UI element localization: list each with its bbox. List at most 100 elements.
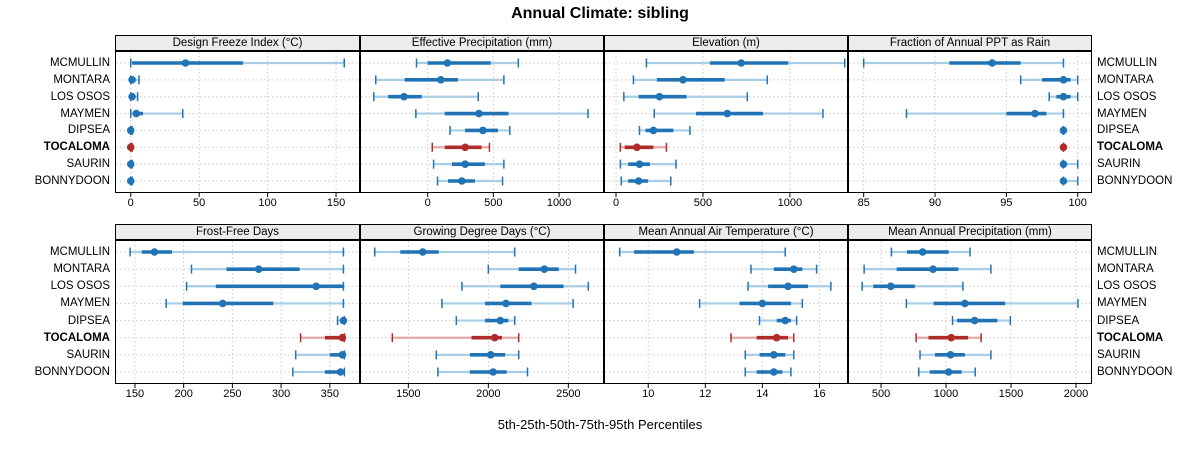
median-dot [418, 248, 427, 256]
axis-ticks [407, 384, 569, 388]
panel-strip-title: Frost-Free Days [115, 224, 360, 240]
median-dot [437, 76, 445, 84]
panel-strip-title: Growing Degree Days (°C) [360, 224, 604, 240]
x-tick-label: 95 [1000, 197, 1013, 209]
median-dot [461, 160, 469, 168]
panel-strip-title: Effective Precipitation (mm) [360, 35, 604, 51]
percentile-row-bonnydoon [126, 176, 135, 186]
panel-border [848, 51, 1092, 193]
x-tick-label: 100 [258, 197, 277, 209]
median-dot [947, 333, 956, 342]
x-tick-label: 1000 [933, 388, 959, 400]
site-label-left: LOS OSOS [50, 90, 110, 103]
percentile-row-bonnydoon [620, 176, 672, 186]
median-dot [784, 282, 792, 291]
median-dot [540, 265, 549, 273]
percentile-row-montara [190, 264, 345, 274]
percentile-row-saurin [619, 159, 677, 169]
x-tick-label: 200 [174, 388, 193, 400]
percentile-row-dipsea [951, 316, 1012, 326]
percentile-row-tocaloma [126, 142, 135, 152]
x-tick-label: 500 [693, 197, 713, 209]
median-dot [1059, 126, 1068, 135]
figure-title: Annual Climate: sibling [511, 5, 689, 22]
percentile-row-los-osos [128, 92, 139, 102]
percentile-row-saurin [294, 350, 347, 360]
median-dot [502, 299, 510, 308]
percentile-row-dipsea [336, 316, 348, 326]
site-label-left: DIPSEA [67, 124, 110, 137]
percentile-row-montara [128, 75, 140, 85]
median-dot [679, 76, 687, 84]
median-dot [772, 333, 781, 342]
median-dot [132, 109, 141, 118]
median-dot [479, 126, 487, 135]
median-dot [400, 92, 408, 101]
panel-border [848, 240, 1092, 384]
median-dot [338, 351, 347, 359]
percentile-row-mcmullin [862, 58, 1065, 68]
site-label-right: MONTARA [1097, 73, 1154, 86]
median-dot [336, 368, 345, 376]
site-label-right: TOCALOMA [1097, 141, 1164, 154]
site-label-left: BONNYDOON [34, 366, 110, 378]
site-label-right: MAYMEN [1097, 297, 1147, 310]
percentile-row-bonnydoon [436, 176, 504, 186]
percentile-row-dipsea [449, 125, 511, 135]
percentile-row-saurin [919, 350, 992, 360]
panel-design-freeze-index-c [115, 51, 360, 197]
percentile-row-montara [632, 75, 769, 85]
site-label-left: MAYMEN [60, 297, 110, 310]
axis-ticks [647, 384, 820, 388]
percentile-row-dipsea [758, 316, 798, 326]
axis-ticks [134, 384, 331, 388]
site-label-right: BONNYDOON [1097, 175, 1173, 187]
percentile-row-bonnydoon [437, 367, 529, 377]
site-label-left: LOS OSOS [50, 280, 110, 293]
median-dot [126, 126, 135, 135]
percentile-row-maymen [441, 298, 574, 308]
percentile-row-los-osos [861, 281, 964, 291]
panel-background [604, 51, 848, 193]
median-dot [970, 316, 979, 325]
percentile-row-bonnydoon [1059, 176, 1079, 186]
percentile-row-tocaloma [431, 142, 491, 152]
percentile-row-maymen [905, 298, 1079, 308]
panel-strip-title: Mean Annual Air Temperature (°C) [604, 224, 848, 240]
median-dot [649, 126, 658, 135]
x-tick-label: 16 [813, 388, 826, 400]
median-dot [781, 316, 790, 325]
site-label-left: MCMULLIN [49, 246, 110, 258]
median-dot [886, 282, 895, 291]
percentile-row-los-osos [1048, 92, 1079, 102]
median-dot [254, 265, 263, 273]
percentile-row-bonnydoon [744, 367, 792, 377]
percentile-row-dipsea [455, 316, 516, 326]
median-dot [737, 59, 746, 67]
site-label-right: TOCALOMA [1097, 331, 1164, 344]
x-tick-label: 90 [928, 197, 942, 209]
percentile-row-maymen [415, 109, 589, 119]
site-label-left: TOCALOMA [43, 331, 110, 344]
panel-mean-annual-precipitation-mm [848, 240, 1092, 388]
x-tick-label: 500 [871, 388, 891, 400]
median-dot [789, 265, 798, 273]
median-dot [181, 59, 190, 67]
percentile-row-maymen [698, 298, 804, 308]
percentile-row-saurin [744, 350, 795, 360]
median-dot [312, 282, 320, 291]
percentile-row-tocaloma [299, 333, 347, 343]
median-dot [1059, 76, 1068, 84]
percentile-row-tocaloma [730, 333, 795, 343]
panel-border [115, 51, 360, 193]
median-dot [443, 59, 452, 67]
median-dot [458, 177, 466, 185]
percentile-row-tocaloma [915, 333, 982, 343]
x-tick-label: 12 [699, 388, 712, 400]
percentile-row-montara [863, 264, 992, 274]
x-tick-label: 250 [223, 388, 242, 400]
percentile-row-mcmullin [645, 58, 846, 68]
axis-ticks [880, 384, 1077, 388]
median-dot [723, 109, 732, 118]
median-dot [634, 177, 643, 185]
